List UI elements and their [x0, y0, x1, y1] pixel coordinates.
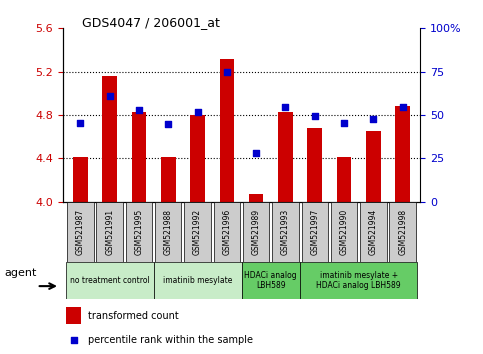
Point: [369, 116, 377, 122]
Text: GSM521996: GSM521996: [222, 209, 231, 255]
FancyBboxPatch shape: [389, 202, 416, 262]
Bar: [190, 115, 205, 202]
Bar: [132, 112, 146, 202]
Text: GSM521988: GSM521988: [164, 209, 173, 255]
Bar: [249, 194, 263, 202]
Point: [106, 93, 114, 98]
Text: imatinib mesylate: imatinib mesylate: [163, 276, 232, 285]
FancyBboxPatch shape: [97, 202, 123, 262]
Text: GSM521994: GSM521994: [369, 209, 378, 255]
Text: HDACi analog
LBH589: HDACi analog LBH589: [244, 271, 297, 290]
Text: GSM521991: GSM521991: [105, 209, 114, 255]
Bar: [307, 128, 322, 202]
Bar: [337, 157, 351, 202]
Point: [70, 337, 77, 343]
FancyBboxPatch shape: [155, 202, 182, 262]
Bar: [102, 76, 117, 202]
FancyBboxPatch shape: [331, 202, 357, 262]
Bar: [66, 307, 81, 324]
Text: GSM521989: GSM521989: [252, 209, 261, 255]
Text: no treatment control: no treatment control: [70, 276, 150, 285]
Text: GSM521993: GSM521993: [281, 209, 290, 255]
Bar: [161, 157, 176, 202]
Bar: [220, 59, 234, 202]
Text: agent: agent: [5, 268, 37, 278]
Point: [311, 113, 319, 119]
FancyBboxPatch shape: [67, 202, 94, 262]
Point: [340, 120, 348, 125]
Text: GSM521990: GSM521990: [340, 209, 349, 255]
Text: transformed count: transformed count: [88, 311, 179, 321]
Point: [164, 121, 172, 126]
FancyBboxPatch shape: [242, 262, 300, 299]
Text: GSM521992: GSM521992: [193, 209, 202, 255]
Point: [252, 150, 260, 156]
Text: GSM521995: GSM521995: [134, 209, 143, 255]
FancyBboxPatch shape: [272, 202, 298, 262]
FancyBboxPatch shape: [185, 202, 211, 262]
Text: GSM521998: GSM521998: [398, 209, 407, 255]
Bar: [395, 106, 410, 202]
Text: imatinib mesylate +
HDACi analog LBH589: imatinib mesylate + HDACi analog LBH589: [316, 271, 401, 290]
Point: [282, 105, 289, 110]
Text: GDS4047 / 206001_at: GDS4047 / 206001_at: [82, 16, 220, 29]
Bar: [366, 131, 381, 202]
Text: percentile rank within the sample: percentile rank within the sample: [88, 335, 253, 345]
Point: [194, 109, 201, 115]
Point: [135, 107, 143, 113]
Point: [399, 105, 407, 110]
FancyBboxPatch shape: [300, 262, 417, 299]
FancyBboxPatch shape: [126, 202, 152, 262]
Text: GSM521987: GSM521987: [76, 209, 85, 255]
FancyBboxPatch shape: [154, 262, 242, 299]
FancyBboxPatch shape: [360, 202, 386, 262]
Bar: [278, 112, 293, 202]
FancyBboxPatch shape: [213, 202, 240, 262]
Bar: [73, 157, 88, 202]
FancyBboxPatch shape: [301, 202, 328, 262]
Point: [76, 120, 84, 125]
FancyBboxPatch shape: [243, 202, 270, 262]
FancyBboxPatch shape: [66, 262, 154, 299]
Text: GSM521997: GSM521997: [310, 209, 319, 255]
Point: [223, 69, 231, 74]
